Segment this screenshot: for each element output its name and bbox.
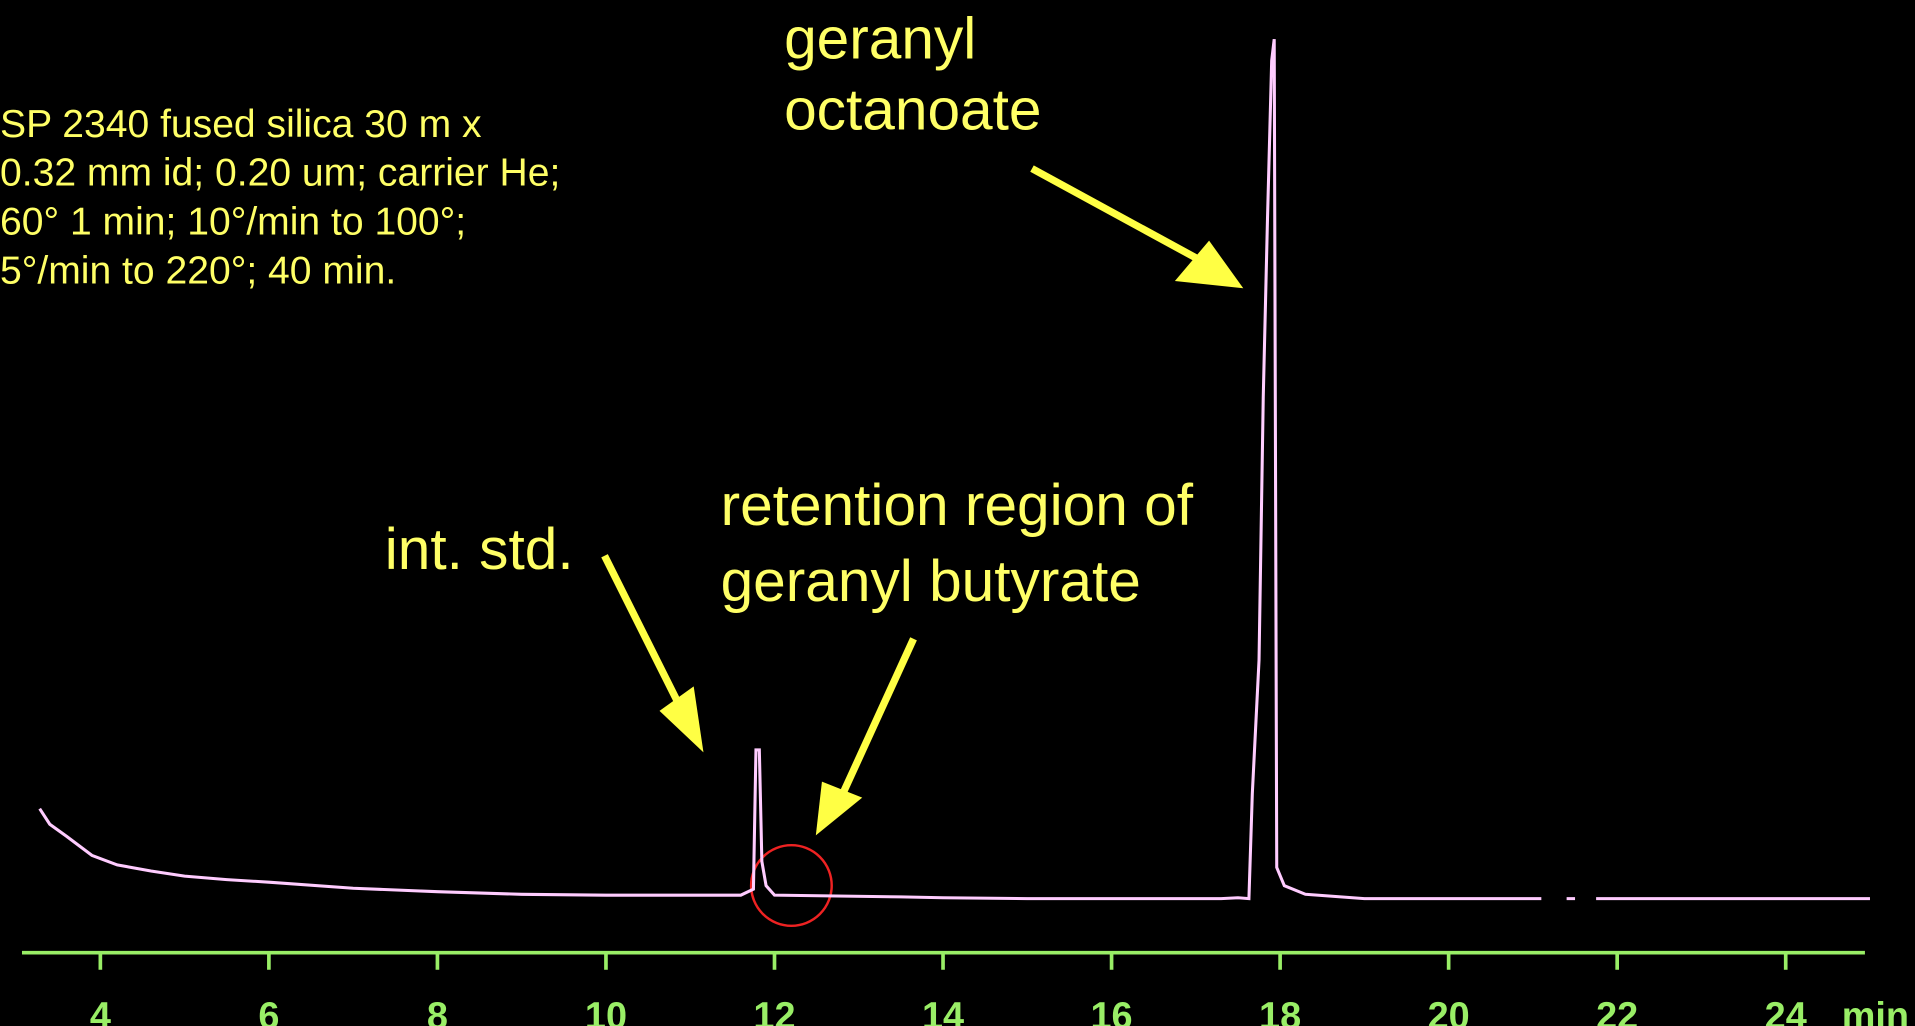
arrow-head <box>659 686 704 753</box>
x-tick-label: 14 <box>922 995 964 1026</box>
x-tick-label: 22 <box>1596 995 1638 1026</box>
x-tick-label: 18 <box>1259 995 1301 1026</box>
arrow-shaft <box>839 637 917 796</box>
x-unit-label: min <box>1842 995 1909 1026</box>
arrow-shaft <box>601 554 688 717</box>
x-tick-label: 16 <box>1091 995 1133 1026</box>
annotation: geranyl <box>784 7 976 72</box>
arrows <box>601 165 1244 836</box>
x-tick-label: 24 <box>1765 995 1807 1026</box>
highlight-circle <box>749 843 833 928</box>
method-note: 5°/min to 220°; 40 min. <box>0 249 396 292</box>
x-tick-label: 10 <box>585 995 627 1026</box>
x-tick-label: 6 <box>258 995 279 1026</box>
x-tick-label: 20 <box>1428 995 1470 1026</box>
x-tick-label: 8 <box>427 995 448 1026</box>
method-note: SP 2340 fused silica 30 m x <box>0 103 482 146</box>
annotation: retention region of <box>721 473 1194 538</box>
x-tick-label: 12 <box>753 995 795 1026</box>
annotation: int. std. <box>385 517 574 582</box>
arrow-shaft <box>1030 165 1211 269</box>
trace <box>38 38 1870 901</box>
method-note: 0.32 mm id; 0.20 um; carrier He; <box>0 152 560 195</box>
annotation: octanoate <box>784 78 1041 143</box>
arrow-head <box>815 781 863 836</box>
arrow-head <box>1174 240 1244 289</box>
annotation: geranyl butyrate <box>721 549 1141 614</box>
method-note: 60° 1 min; 10°/min to 100°; <box>0 201 466 244</box>
x-tick-label: 4 <box>90 995 111 1026</box>
